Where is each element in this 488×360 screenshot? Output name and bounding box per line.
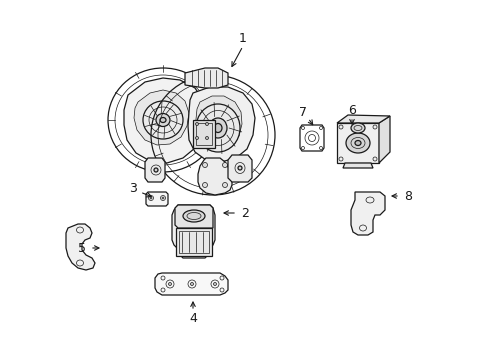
Text: 8: 8 bbox=[403, 189, 411, 202]
Ellipse shape bbox=[222, 183, 227, 188]
Polygon shape bbox=[134, 90, 189, 145]
Ellipse shape bbox=[168, 283, 171, 285]
Ellipse shape bbox=[205, 136, 208, 140]
Bar bbox=[336, 123, 378, 163]
Bar bbox=[179, 231, 208, 253]
Ellipse shape bbox=[142, 101, 183, 139]
Ellipse shape bbox=[160, 117, 165, 122]
Ellipse shape bbox=[354, 140, 360, 145]
Polygon shape bbox=[378, 116, 389, 163]
Ellipse shape bbox=[195, 122, 198, 126]
Polygon shape bbox=[195, 96, 242, 149]
Polygon shape bbox=[184, 68, 227, 88]
Ellipse shape bbox=[213, 283, 216, 285]
Bar bbox=[176, 228, 212, 256]
Ellipse shape bbox=[150, 197, 152, 199]
Ellipse shape bbox=[208, 118, 226, 138]
Text: 5: 5 bbox=[78, 242, 86, 255]
Text: 3: 3 bbox=[129, 181, 137, 194]
Polygon shape bbox=[350, 192, 384, 235]
Text: 1: 1 bbox=[239, 32, 246, 45]
Text: 7: 7 bbox=[298, 105, 306, 118]
Polygon shape bbox=[227, 155, 251, 182]
Polygon shape bbox=[155, 273, 227, 295]
Polygon shape bbox=[336, 115, 389, 123]
Text: 4: 4 bbox=[189, 311, 197, 324]
Ellipse shape bbox=[195, 136, 198, 140]
Polygon shape bbox=[198, 158, 231, 195]
Polygon shape bbox=[172, 205, 215, 258]
Polygon shape bbox=[124, 78, 204, 163]
Polygon shape bbox=[187, 87, 254, 162]
Ellipse shape bbox=[190, 283, 193, 285]
Ellipse shape bbox=[202, 183, 207, 188]
Ellipse shape bbox=[156, 113, 170, 126]
Ellipse shape bbox=[196, 104, 240, 152]
Ellipse shape bbox=[205, 122, 208, 126]
Ellipse shape bbox=[350, 123, 364, 133]
Bar bbox=[193, 120, 215, 148]
Ellipse shape bbox=[202, 162, 207, 167]
Polygon shape bbox=[175, 205, 213, 228]
Ellipse shape bbox=[162, 197, 163, 199]
Text: 2: 2 bbox=[241, 207, 248, 220]
Polygon shape bbox=[342, 163, 372, 168]
Ellipse shape bbox=[222, 162, 227, 167]
Ellipse shape bbox=[238, 166, 242, 170]
Polygon shape bbox=[66, 224, 95, 270]
Ellipse shape bbox=[346, 133, 369, 153]
Bar bbox=[196, 123, 212, 145]
Ellipse shape bbox=[183, 210, 204, 222]
Polygon shape bbox=[146, 192, 168, 206]
Polygon shape bbox=[145, 158, 164, 182]
Text: 6: 6 bbox=[347, 104, 355, 117]
Ellipse shape bbox=[154, 168, 158, 172]
Ellipse shape bbox=[214, 123, 222, 132]
